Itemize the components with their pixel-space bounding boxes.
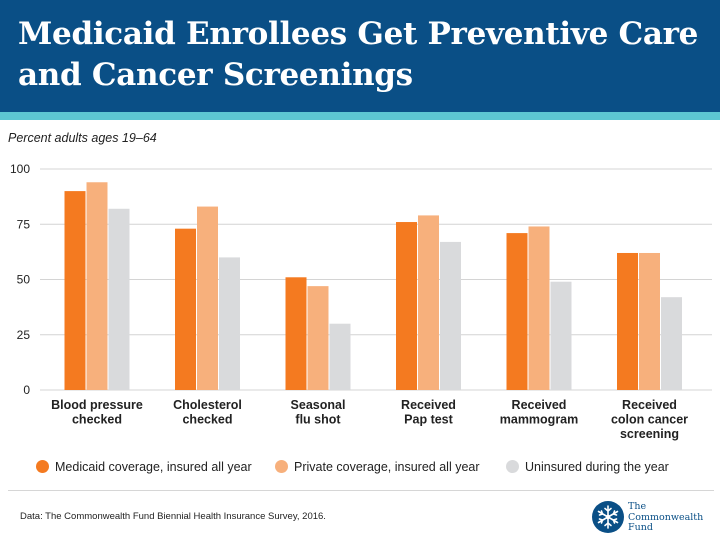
legend-swatch-medicaid <box>36 460 49 473</box>
category-label: Received <box>512 398 567 412</box>
bar <box>617 252 638 390</box>
category-label: Seasonal <box>291 398 346 412</box>
category-label: flu shot <box>295 413 341 427</box>
category-label: screening <box>620 427 679 441</box>
y-tick-label: 0 <box>23 383 30 397</box>
category-label: Received <box>622 398 677 412</box>
logo-line: The <box>628 501 647 512</box>
category-label: mammogram <box>500 413 579 427</box>
y-tick-label: 75 <box>17 217 31 231</box>
y-tick-label: 25 <box>17 328 31 342</box>
bar <box>440 241 461 390</box>
snowflake-emblem-icon <box>592 501 624 533</box>
logo-line: Fund <box>628 522 653 533</box>
bar <box>661 297 682 390</box>
legend-swatch-private <box>275 460 288 473</box>
y-tick-label: 100 <box>10 162 30 176</box>
category-label: Blood pressure <box>51 398 143 412</box>
footer-divider <box>8 490 714 491</box>
bar <box>86 182 108 390</box>
bar <box>550 281 572 390</box>
bar <box>108 208 130 390</box>
bar <box>528 226 550 390</box>
legend-swatch-uninsured <box>506 460 519 473</box>
category-label: Received <box>401 398 456 412</box>
bar <box>639 252 660 390</box>
category-label: Pap test <box>404 413 453 427</box>
logo-line: Commonwealth <box>628 511 704 523</box>
legend-label-medicaid: Medicaid coverage, insured all year <box>55 460 252 474</box>
category-label: Cholesterol <box>173 398 242 412</box>
chart-legend: Medicaid coverage, insured all year Priv… <box>36 458 716 476</box>
source-note: Data: The Commonwealth Fund Biennial Hea… <box>20 511 326 522</box>
bar <box>418 215 439 390</box>
category-label: checked <box>72 413 122 427</box>
logo-wordmark: The Commonwealth Fund <box>628 501 704 534</box>
chart-subtitle: Percent adults ages 19–64 <box>8 131 157 145</box>
category-label: checked <box>182 413 232 427</box>
legend-label-private: Private coverage, insured all year <box>294 460 480 474</box>
bar <box>197 206 218 390</box>
bar <box>64 191 86 390</box>
page-title: Medicaid Enrollees Get Preventive Care a… <box>18 16 699 93</box>
y-tick-label: 50 <box>17 273 31 287</box>
bar <box>307 286 329 390</box>
bar <box>329 323 351 390</box>
bar <box>175 228 196 390</box>
bar <box>219 257 240 390</box>
header-banner: Medicaid Enrollees Get Preventive Care a… <box>0 0 720 112</box>
legend-label-uninsured: Uninsured during the year <box>525 460 669 474</box>
bar <box>285 277 307 390</box>
category-label: colon cancer <box>611 413 688 427</box>
accent-bar <box>0 112 720 120</box>
bar <box>396 222 417 390</box>
bar <box>506 233 528 390</box>
commonwealth-fund-logo: The Commonwealth Fund <box>592 501 716 535</box>
